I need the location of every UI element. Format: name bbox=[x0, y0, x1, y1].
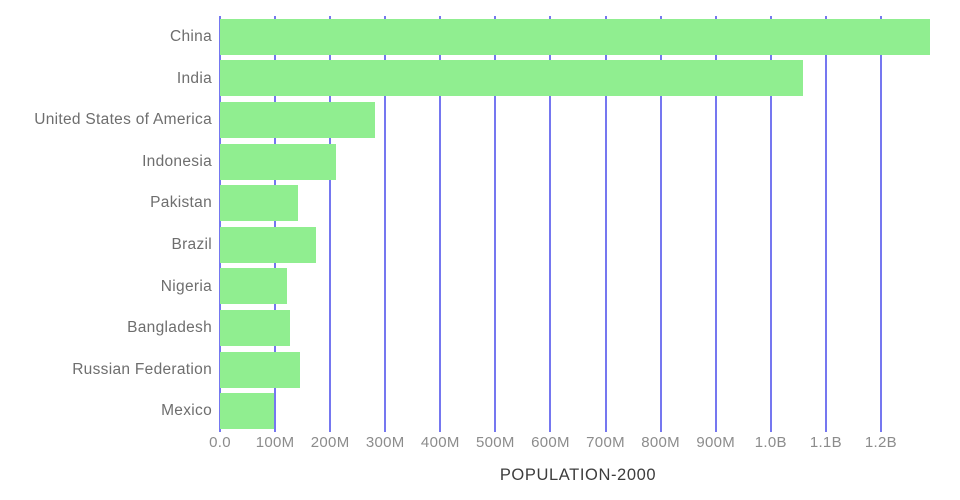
gridline bbox=[219, 16, 221, 432]
bar bbox=[220, 268, 288, 305]
gridline bbox=[824, 16, 827, 432]
x-tick-label: 100M bbox=[255, 434, 295, 451]
x-tick-label: 400M bbox=[420, 434, 460, 451]
category-label: Bangladesh bbox=[127, 319, 212, 337]
bar bbox=[220, 226, 317, 263]
bar bbox=[220, 60, 803, 97]
category-label: India bbox=[176, 69, 212, 87]
x-tick-label: 700M bbox=[586, 434, 625, 451]
x-tick-label: 1.1B bbox=[809, 434, 842, 451]
x-tick-label: 200M bbox=[310, 434, 350, 451]
gridline bbox=[329, 16, 332, 432]
x-tick-label: 500M bbox=[476, 434, 515, 451]
category-label: Russian Federation bbox=[72, 360, 212, 378]
gridline bbox=[274, 16, 277, 432]
bar bbox=[220, 185, 298, 222]
gridline bbox=[604, 16, 607, 432]
category-label: Brazil bbox=[171, 236, 212, 253]
category-label: China bbox=[170, 28, 212, 45]
gridline bbox=[549, 16, 552, 432]
bar bbox=[220, 18, 931, 55]
x-tick-label: 300M bbox=[365, 434, 405, 451]
category-label: Pakistan bbox=[150, 194, 212, 212]
bar bbox=[220, 393, 274, 430]
gridline bbox=[769, 16, 772, 432]
plot-area bbox=[219, 16, 936, 432]
gridline bbox=[494, 16, 497, 432]
bar bbox=[220, 351, 301, 388]
bar bbox=[220, 102, 376, 138]
category-label: Nigeria bbox=[160, 277, 212, 295]
category-label: United States of America bbox=[34, 111, 212, 129]
category-label: Indonesia bbox=[142, 152, 212, 170]
x-tick-label: 1.2B bbox=[864, 434, 897, 451]
gridline bbox=[879, 16, 882, 432]
bar bbox=[220, 310, 291, 346]
x-tick-label: 600M bbox=[531, 434, 570, 451]
gridline bbox=[384, 16, 387, 432]
category-label: Mexico bbox=[161, 402, 212, 420]
x-tick-label: 900M bbox=[696, 434, 736, 451]
gridline bbox=[659, 16, 662, 432]
x-tick-label: 1.0B bbox=[754, 434, 787, 451]
gridline bbox=[714, 16, 717, 432]
x-tick-label: 0.0 bbox=[209, 434, 231, 451]
gridline bbox=[439, 16, 442, 432]
x-tick-label: 800M bbox=[641, 434, 680, 451]
bar bbox=[220, 143, 337, 180]
x-axis-title: POPULATION-2000 bbox=[499, 466, 657, 484]
